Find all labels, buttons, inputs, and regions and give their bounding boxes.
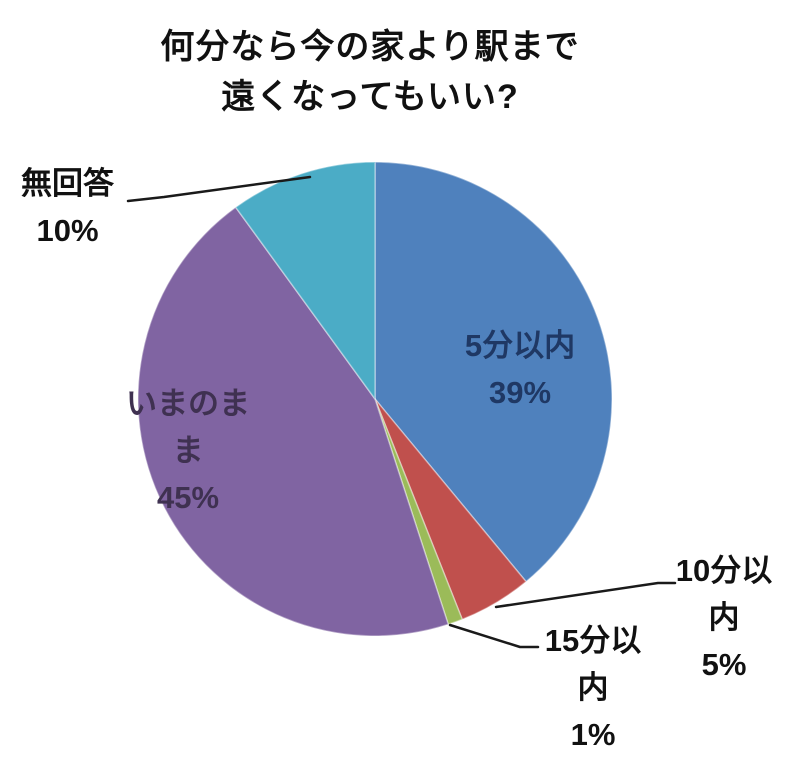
label-within-5min: 5分以内 39% (430, 322, 610, 416)
chart-title-line2: 遠くなってもいい? (221, 78, 519, 116)
label-within-15min-text-line2: 内 (577, 670, 609, 705)
label-within-15min: 15分以 内 1% (503, 617, 683, 758)
pie-slice-1-39pct (374, 161, 613, 583)
leader-line-within15 (448, 623, 540, 649)
label-no-answer-text: 無回答 (21, 166, 114, 201)
label-current-place: いまのま ま 45% (98, 380, 278, 521)
chart-title-line1: 何分なら今の家より駅まで (160, 28, 580, 66)
pie-slice-3-1pct (374, 398, 463, 626)
label-within-10min-text-line1: 10分以 (675, 553, 773, 588)
leader-line-no-answer (126, 175, 312, 203)
pie-slice-2-5pct (374, 398, 527, 621)
pie-slice-5-10pct (234, 161, 376, 400)
label-within-10min: 10分以 内 5% (634, 547, 800, 688)
label-current-place-text-line1: いまのま (126, 386, 250, 421)
label-within-5min-text: 5分以内 (464, 328, 576, 363)
leader-lines-group (126, 175, 677, 649)
label-within-10min-text-line2: 内 (708, 600, 740, 635)
label-within-15min-text-line1: 15分以 (544, 623, 642, 658)
pie-slice-4-45pct (137, 206, 449, 637)
chart-title: 何分なら今の家より駅まで 遠くなってもいい? (70, 22, 670, 122)
label-within-15min-percent: 1% (570, 717, 616, 752)
label-no-answer-percent: 10% (36, 213, 99, 248)
leader-line-within10 (494, 581, 677, 609)
label-within-5min-percent: 39% (488, 375, 552, 410)
label-no-answer: 無回答 10% (0, 160, 135, 254)
label-current-place-text-line2: ま (172, 433, 204, 468)
label-current-place-percent: 45% (156, 480, 220, 515)
label-within-10min-percent: 5% (701, 647, 747, 682)
pie-slices-group (137, 161, 613, 637)
